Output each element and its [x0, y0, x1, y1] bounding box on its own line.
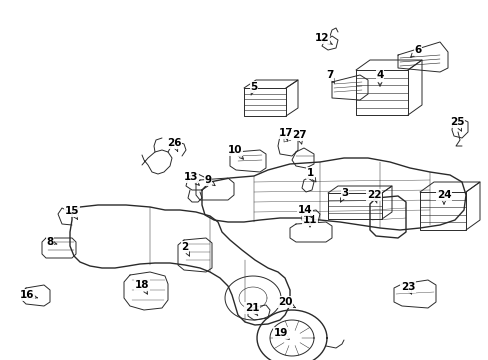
- Text: 18: 18: [135, 280, 149, 294]
- Text: 17: 17: [278, 128, 293, 141]
- Text: 16: 16: [20, 290, 38, 300]
- Text: 8: 8: [46, 237, 57, 247]
- Text: 19: 19: [273, 328, 288, 339]
- Text: 1: 1: [306, 168, 315, 182]
- Text: 13: 13: [183, 172, 199, 185]
- Text: 11: 11: [302, 215, 317, 227]
- Text: 20: 20: [277, 297, 295, 308]
- Text: 9: 9: [204, 175, 215, 186]
- Text: 27: 27: [291, 130, 305, 144]
- Text: 15: 15: [64, 206, 79, 219]
- Text: 12: 12: [314, 33, 331, 44]
- Text: 5: 5: [250, 82, 257, 95]
- Text: 14: 14: [297, 205, 312, 218]
- Text: 3: 3: [340, 188, 348, 202]
- Text: 21: 21: [244, 303, 259, 316]
- Text: 26: 26: [166, 138, 181, 151]
- Text: 4: 4: [376, 70, 383, 86]
- Text: 7: 7: [325, 70, 334, 83]
- Text: 22: 22: [366, 190, 381, 203]
- Text: 6: 6: [410, 45, 421, 57]
- Text: 25: 25: [449, 117, 463, 131]
- Text: 23: 23: [400, 282, 414, 294]
- Text: 2: 2: [181, 242, 189, 256]
- Text: 10: 10: [227, 145, 243, 159]
- Text: 24: 24: [436, 190, 450, 204]
